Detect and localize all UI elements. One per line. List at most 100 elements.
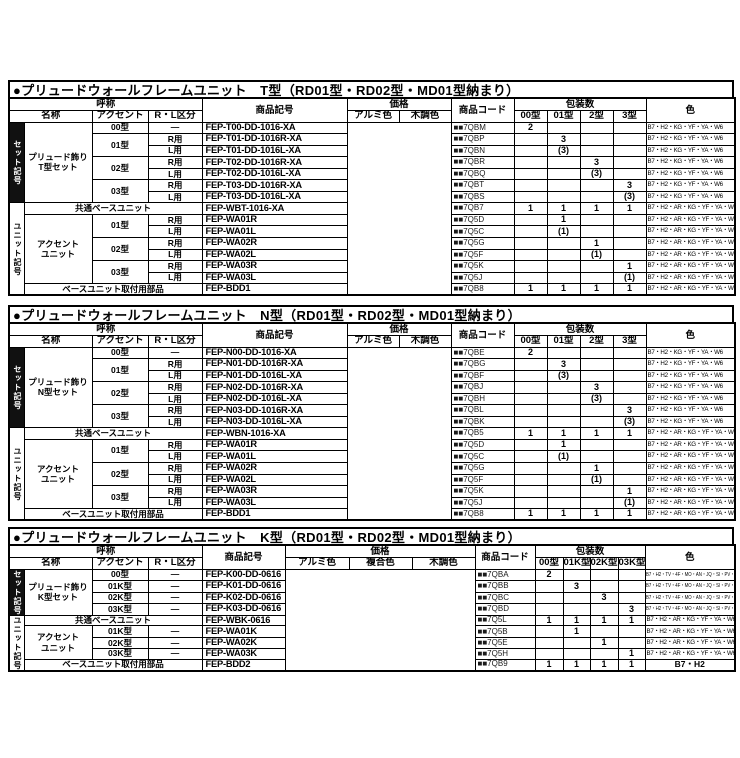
- package-qty-cell: [534, 591, 564, 604]
- package-qty-cell: [579, 213, 614, 227]
- catalog-section-n-type: ●プリュードウォールフレームユニット N型（RD01型・RD02型・MD01型納…: [8, 305, 737, 522]
- color-codes-cell: B7・H2・AR・KG・YF・YA・W6: [645, 202, 736, 215]
- package-qty-cell: [546, 496, 581, 510]
- header-cell: 00型: [513, 109, 548, 123]
- header-cell: 複合色: [348, 556, 413, 570]
- product-code-cell: ■■7Q5L: [474, 614, 536, 627]
- rl-division-cell: —: [147, 568, 203, 581]
- package-qty-cell: (1): [612, 271, 647, 285]
- package-qty-cell: 1: [612, 260, 647, 273]
- product-symbol-cell: FEP-K02-DD-0616: [201, 591, 286, 604]
- package-qty-cell: [612, 167, 647, 181]
- accent-type-cell: 02型: [91, 461, 149, 487]
- rl-division-cell: L用: [147, 392, 203, 406]
- product-code-cell: ■■7QBF: [450, 369, 515, 383]
- package-qty-cell: [546, 271, 581, 285]
- rl-division-cell: R用: [147, 213, 203, 227]
- accent-type-cell: 03型: [91, 485, 149, 510]
- rl-division-cell: —: [147, 591, 203, 604]
- vertical-section-label: セット記号: [8, 346, 25, 429]
- color-codes-cell: B7・H2・TV・4F・MO・AN・JQ・SI・PV・4D: [644, 568, 736, 581]
- vertical-section-label: セット記号: [8, 568, 25, 616]
- color-codes-cell: B7・H2・AR・KG・YF・YA・W6: [644, 625, 736, 639]
- product-symbol-cell: FEP-WA03K: [201, 648, 286, 660]
- product-code-cell: ■■7QBL: [450, 404, 515, 417]
- rl-division-cell: —: [147, 648, 203, 660]
- package-qty-cell: (1): [546, 450, 581, 463]
- product-symbol-cell: FEP-T02-DD-1016R-XA: [201, 156, 348, 169]
- color-codes-cell: B7・H2・AR・KG・YF・YA・W6: [645, 496, 736, 510]
- package-qty-cell: [579, 190, 614, 204]
- header-cell: 商品記号: [201, 544, 286, 570]
- package-qty-cell: [579, 404, 614, 417]
- color-codes-cell: B7・H2・AR・KG・YF・YA・W6: [645, 473, 736, 487]
- table-row: 03型 R用 FEP-T03-DD-1016R-XA ■■7QBT 3 B7・H2・KG・…: [9, 179, 736, 204]
- package-qty-cell: [513, 179, 548, 192]
- rl-division-cell: R用: [147, 260, 203, 273]
- accent-type-cell: 03K型: [91, 603, 149, 616]
- color-codes-cell: B7・H2・AR・KG・YF・YA・W6: [645, 450, 736, 463]
- header-cell: アルミ色: [284, 556, 350, 570]
- color-codes-cell: B7・H2・AR・KG・YF・YA・W6: [645, 427, 736, 440]
- table-row: 03型 R用 FEP-WA03R ■■7Q5K 1 B7・H2・AR・KG・YF・YA・W…: [9, 260, 736, 285]
- product-code-cell: ■■7Q5G: [450, 461, 515, 475]
- package-qty-cell: [562, 568, 591, 581]
- package-qty-cell: 1: [589, 614, 619, 627]
- color-codes-cell: B7・H2・AR・KG・YF・YA・W6: [645, 225, 736, 238]
- header-cell: 01K型: [562, 556, 591, 570]
- color-codes-cell: B7・H2・KG・YF・YA・W6: [645, 156, 736, 169]
- package-qty-cell: 1: [612, 283, 647, 296]
- catalog-section-k-type: ●プリュードウォールフレームユニット K型（RD01型・RD02型・MD01型納…: [8, 527, 737, 672]
- product-code-cell: ■■7QBE: [450, 346, 515, 360]
- product-symbol-cell: FEP-WA02R: [201, 461, 348, 475]
- table-row: 02K型 — FEP-K02-DD-0616 ■■7QBC 3 B7・H2・TV・4F・M…: [9, 591, 736, 604]
- package-qty-cell: [513, 236, 548, 250]
- product-symbol-cell: FEP-WA01K: [201, 625, 286, 639]
- product-name-cell: プリュード飾り K型セット: [23, 568, 93, 616]
- table-row: 01型 R用 FEP-N01-DD-1016R-XA ■■7QBG 3 B7・H2・KG・…: [9, 358, 736, 383]
- product-code-cell: ■■7QBK: [450, 415, 515, 429]
- header-cell: 包装数: [513, 322, 647, 336]
- header-cell: R・L区分: [147, 556, 203, 570]
- product-code-cell: ■■7QBN: [450, 144, 515, 158]
- package-qty-cell: [579, 369, 614, 383]
- color-codes-cell: B7・H2・KG・YF・YA・W6: [645, 144, 736, 158]
- color-codes-cell: B7・H2・AR・KG・YF・YA・W6: [645, 213, 736, 227]
- header-cell: 呼称: [8, 322, 203, 336]
- package-qty-cell: [612, 450, 647, 463]
- product-symbol-cell: FEP-BDD2: [201, 658, 286, 672]
- product-symbol-cell: FEP-BDD1: [201, 283, 348, 296]
- package-qty-cell: 1: [562, 658, 591, 672]
- package-qty-cell: [562, 637, 591, 649]
- table-row: L用 FEP-T02-DD-1016L-XA ■■7QBQ (3) B7・H2・KG・Y…: [9, 167, 736, 181]
- table-row: ユニット記号 共通ベースユニット FEP-WBN-1016-XA ■■7QB5 1 1 1 1…: [8, 427, 736, 521]
- package-qty-cell: (3): [579, 167, 614, 181]
- product-symbol-cell: FEP-WBK-0616: [201, 614, 286, 627]
- product-symbol-cell: FEP-N01-DD-1016L-XA: [201, 369, 348, 383]
- package-qty-cell: [534, 625, 564, 639]
- package-qty-cell: 1: [612, 508, 647, 521]
- price-empty-cell: [284, 568, 476, 671]
- package-qty-cell: [617, 591, 646, 604]
- table-row: L用 FEP-T03-DD-1016L-XA ■■7QBS (3) B7・H2・KG・Y…: [9, 190, 736, 204]
- rl-division-cell: —: [147, 625, 203, 639]
- package-qty-cell: [546, 404, 581, 417]
- table-row: アクセント ユニット 01K型 — FEP-WA01K ■■7Q5B 1 B7・H2・AR・…: [9, 625, 736, 660]
- package-qty-cell: [579, 144, 614, 158]
- rl-division-cell: L用: [147, 248, 203, 262]
- package-qty-cell: 1: [612, 485, 647, 498]
- package-qty-cell: [534, 637, 564, 649]
- package-qty-cell: 1: [579, 236, 614, 250]
- color-codes-cell: B7・H2・KG・YF・YA・W6: [645, 346, 736, 360]
- package-qty-cell: [513, 248, 548, 262]
- accent-type-cell: 03型: [91, 179, 149, 204]
- product-symbol-cell: FEP-N02-DD-1016R-XA: [201, 381, 348, 394]
- package-qty-cell: 1: [579, 461, 614, 475]
- package-qty-cell: [579, 271, 614, 285]
- rl-division-cell: R用: [147, 485, 203, 498]
- package-qty-cell: [546, 473, 581, 487]
- rl-division-cell: R用: [147, 461, 203, 475]
- package-qty-cell: 1: [579, 202, 614, 215]
- product-code-cell: ■■7QBD: [474, 603, 536, 616]
- product-symbol-cell: FEP-WBT-1016-XA: [201, 202, 348, 215]
